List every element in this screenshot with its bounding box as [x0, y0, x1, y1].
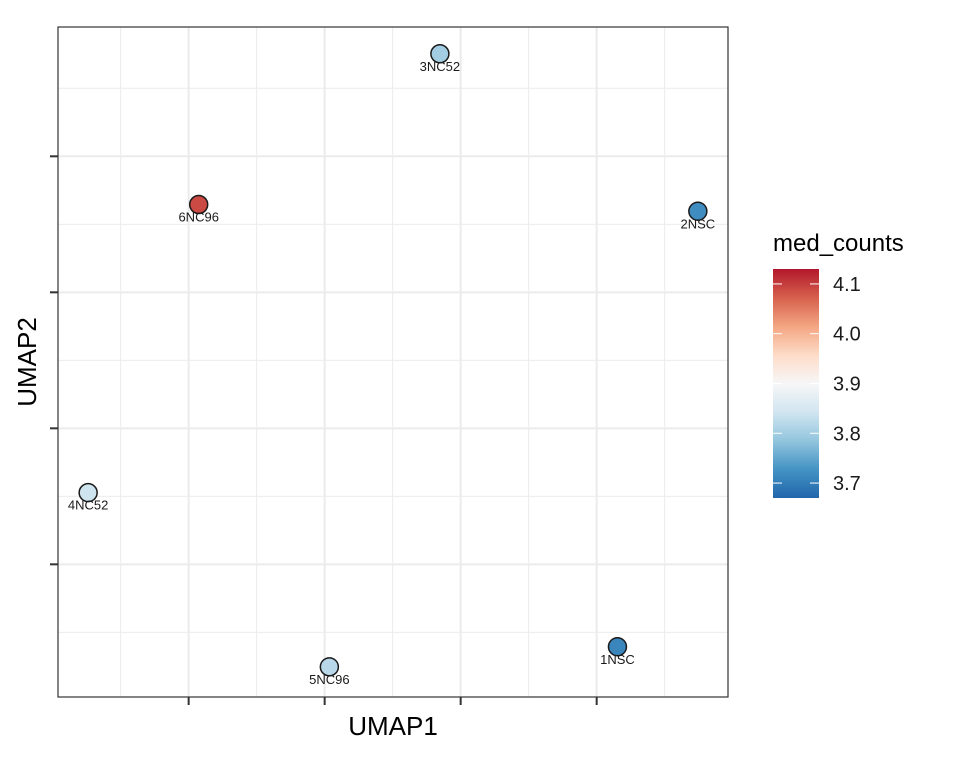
- colorbar-tick-label: 4.1: [833, 274, 861, 296]
- minor-gridlines: [58, 27, 728, 697]
- colorbar-tick-label: 3.8: [833, 423, 861, 445]
- panel-border: [57, 26, 729, 698]
- colorbar-tick-label: 3.7: [833, 473, 861, 495]
- data-point-label: 6NC96: [178, 210, 218, 225]
- data-points: 3NC52 6NC96 2NSC 4NC52 5NC96 1NSC: [68, 44, 716, 687]
- data-point: [607, 637, 628, 657]
- data-point-label: 1NSC: [600, 652, 635, 667]
- x-axis-title: UMAP1: [348, 711, 438, 741]
- y-axis-title: UMAP2: [12, 317, 42, 407]
- major-gridlines: [58, 27, 728, 697]
- axis-ticks: [50, 155, 598, 705]
- data-point: [319, 657, 340, 677]
- data-point-label: 2NSC: [681, 216, 716, 231]
- legend-title: med_counts: [773, 230, 904, 257]
- colorbar-tick-label: 4.0: [833, 324, 861, 346]
- data-point-label: 3NC52: [420, 59, 460, 74]
- data-point: [78, 482, 98, 503]
- data-point-label: 4NC52: [68, 498, 108, 513]
- color-legend: med_counts 3.7 3.8 3.9 4.0 4.1: [773, 230, 904, 498]
- data-point-label: 5NC96: [309, 672, 349, 687]
- data-point: [188, 194, 209, 215]
- colorbar-ticks: 3.7 3.8 3.9 4.0 4.1: [773, 274, 861, 495]
- data-point: [430, 44, 450, 64]
- colorbar-tick-label: 3.9: [833, 374, 861, 396]
- data-point: [688, 201, 708, 221]
